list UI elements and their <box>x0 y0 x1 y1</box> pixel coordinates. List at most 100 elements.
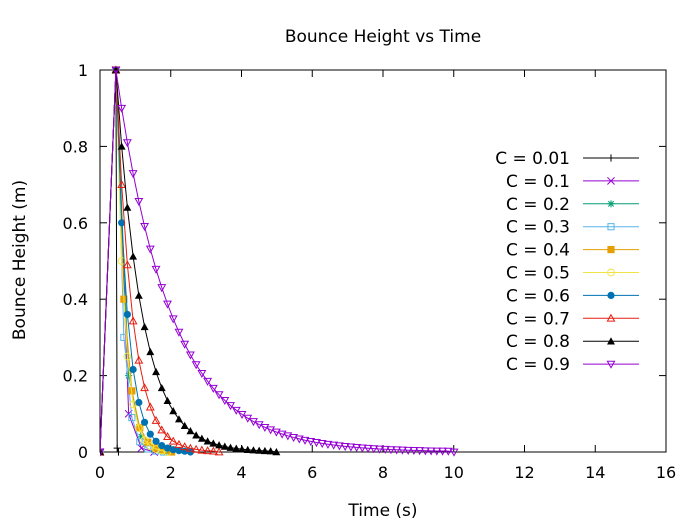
data-point-c-0-9 <box>185 351 195 360</box>
data-point-c-0-8 <box>255 446 264 454</box>
data-point-c-0-9 <box>380 445 390 454</box>
x-tick-label: 10 <box>444 463 464 482</box>
data-point-c-0-7 <box>145 402 155 411</box>
data-point-c-0-9 <box>271 428 281 437</box>
data-point-c-0-9 <box>208 384 218 393</box>
x-tick-label: 2 <box>166 463 176 482</box>
data-point-c-0-9 <box>151 265 161 274</box>
series-c-0-6 <box>100 66 195 456</box>
data-point-c-0-9 <box>134 197 144 206</box>
series-line-c-0-4 <box>100 69 172 453</box>
data-point-c-0-8 <box>123 203 132 211</box>
data-point-c-0-6 <box>169 446 177 454</box>
x-axis-label: Time (s) <box>347 501 417 521</box>
data-point-c-0-8 <box>249 446 258 454</box>
data-point-c-0-4 <box>152 444 160 452</box>
data-point-c-0-9 <box>312 439 321 448</box>
data-point-c-0-8 <box>220 442 229 450</box>
data-point-c-0-9 <box>415 447 425 456</box>
data-point-c-0-9 <box>277 430 287 439</box>
data-point-c-0-9 <box>317 440 327 449</box>
data-point-c-0-9 <box>214 391 224 400</box>
y-tick-label: 0.6 <box>63 214 88 233</box>
data-point-c-0-7 <box>157 425 167 434</box>
data-point-c-0-9 <box>117 104 127 113</box>
y-tick-label: 0 <box>78 443 88 462</box>
data-point-c-0-01 <box>114 448 123 456</box>
data-point-c-0-9 <box>111 66 121 75</box>
data-point-c-0-9 <box>443 447 453 456</box>
data-point-c-0-7 <box>163 431 172 440</box>
x-tick-label: 0 <box>95 463 105 482</box>
data-point-c-0-8 <box>266 447 275 455</box>
x-tick-label: 12 <box>514 463 534 482</box>
data-point-c-0-9 <box>203 377 213 386</box>
data-point-c-0-7 <box>208 446 218 455</box>
x-tick-label: 4 <box>236 463 246 482</box>
data-point-c-0-9 <box>260 423 270 432</box>
data-point-c-0-9 <box>340 442 350 451</box>
data-point-c-0-6 <box>123 310 131 319</box>
data-point-c-0-8 <box>272 448 281 456</box>
data-point-c-0-8 <box>260 446 269 455</box>
data-point-c-0-8 <box>117 142 126 150</box>
data-point-c-0-2 <box>137 433 145 441</box>
data-point-c-0-9 <box>163 300 172 309</box>
legend-marker-c-0-8 <box>607 337 615 345</box>
data-point-c-0-9 <box>283 432 293 441</box>
data-point-c-0-8 <box>238 445 246 453</box>
legend-label-c-0-6: C = 0.6 <box>506 286 570 306</box>
y-tick-label: 0.8 <box>63 137 88 156</box>
data-point-c-0-6 <box>118 219 126 227</box>
legend-marker-c-0-01 <box>607 154 615 162</box>
legend-marker-c-0-2 <box>607 200 615 208</box>
data-point-c-0-7 <box>140 383 150 392</box>
data-point-c-0-9 <box>254 421 264 430</box>
data-point-c-0-8 <box>209 439 218 447</box>
data-point-c-0-9 <box>191 361 201 370</box>
data-point-c-0-5 <box>123 352 132 361</box>
data-point-c-0-9 <box>140 223 150 232</box>
legend-label-c-0-9: C = 0.9 <box>506 355 570 375</box>
y-tick-label: 0.2 <box>63 367 88 386</box>
legend-marker-c-0-4 <box>607 246 615 254</box>
data-point-c-0-6 <box>146 430 154 438</box>
data-point-c-0-2 <box>125 372 133 380</box>
data-point-c-0-9 <box>231 406 241 415</box>
legend-marker-c-0-5 <box>607 268 615 277</box>
data-point-c-0-9 <box>398 446 407 455</box>
data-point-c-0-9 <box>122 139 132 148</box>
data-point-c-0-5 <box>140 436 149 444</box>
data-point-c-0-7 <box>191 444 201 453</box>
x-tick-label: 6 <box>307 463 317 482</box>
data-point-c-0-8 <box>226 443 235 451</box>
data-point-c-0-7 <box>197 445 207 454</box>
data-point-c-0-8 <box>140 322 149 331</box>
legend-marker-c-0-9 <box>606 360 616 369</box>
data-point-c-0-8 <box>215 441 224 449</box>
data-point-c-0-6 <box>175 447 183 455</box>
data-point-c-0-8 <box>152 367 160 376</box>
data-point-c-0-8 <box>134 291 143 299</box>
legend-marker-c-0-6 <box>607 291 615 299</box>
legend-label-c-0-2: C = 0.2 <box>506 195 570 215</box>
data-point-c-0-8 <box>169 407 178 415</box>
data-point-c-0-5 <box>152 445 160 453</box>
data-point-c-0-6 <box>152 437 160 445</box>
legend-label-c-0-4: C = 0.4 <box>506 241 570 261</box>
data-point-c-0-3 <box>128 414 136 422</box>
data-point-c-0-9 <box>334 442 344 451</box>
data-point-c-0-9 <box>197 369 207 378</box>
data-point-c-0-01 <box>113 444 121 452</box>
data-point-c-0-4 <box>160 446 168 455</box>
legend-label-c-0-3: C = 0.3 <box>506 218 570 238</box>
data-point-c-0-9 <box>386 446 396 455</box>
data-point-c-0-9 <box>375 445 384 454</box>
data-point-c-0-6 <box>163 444 172 452</box>
data-point-c-0-8 <box>111 66 120 74</box>
data-point-c-0-8 <box>197 434 206 442</box>
data-point-c-0-7 <box>214 447 224 456</box>
data-point-c-0-6 <box>158 441 166 450</box>
data-point-c-0-9 <box>237 411 247 420</box>
data-point-c-0-8 <box>146 347 155 356</box>
